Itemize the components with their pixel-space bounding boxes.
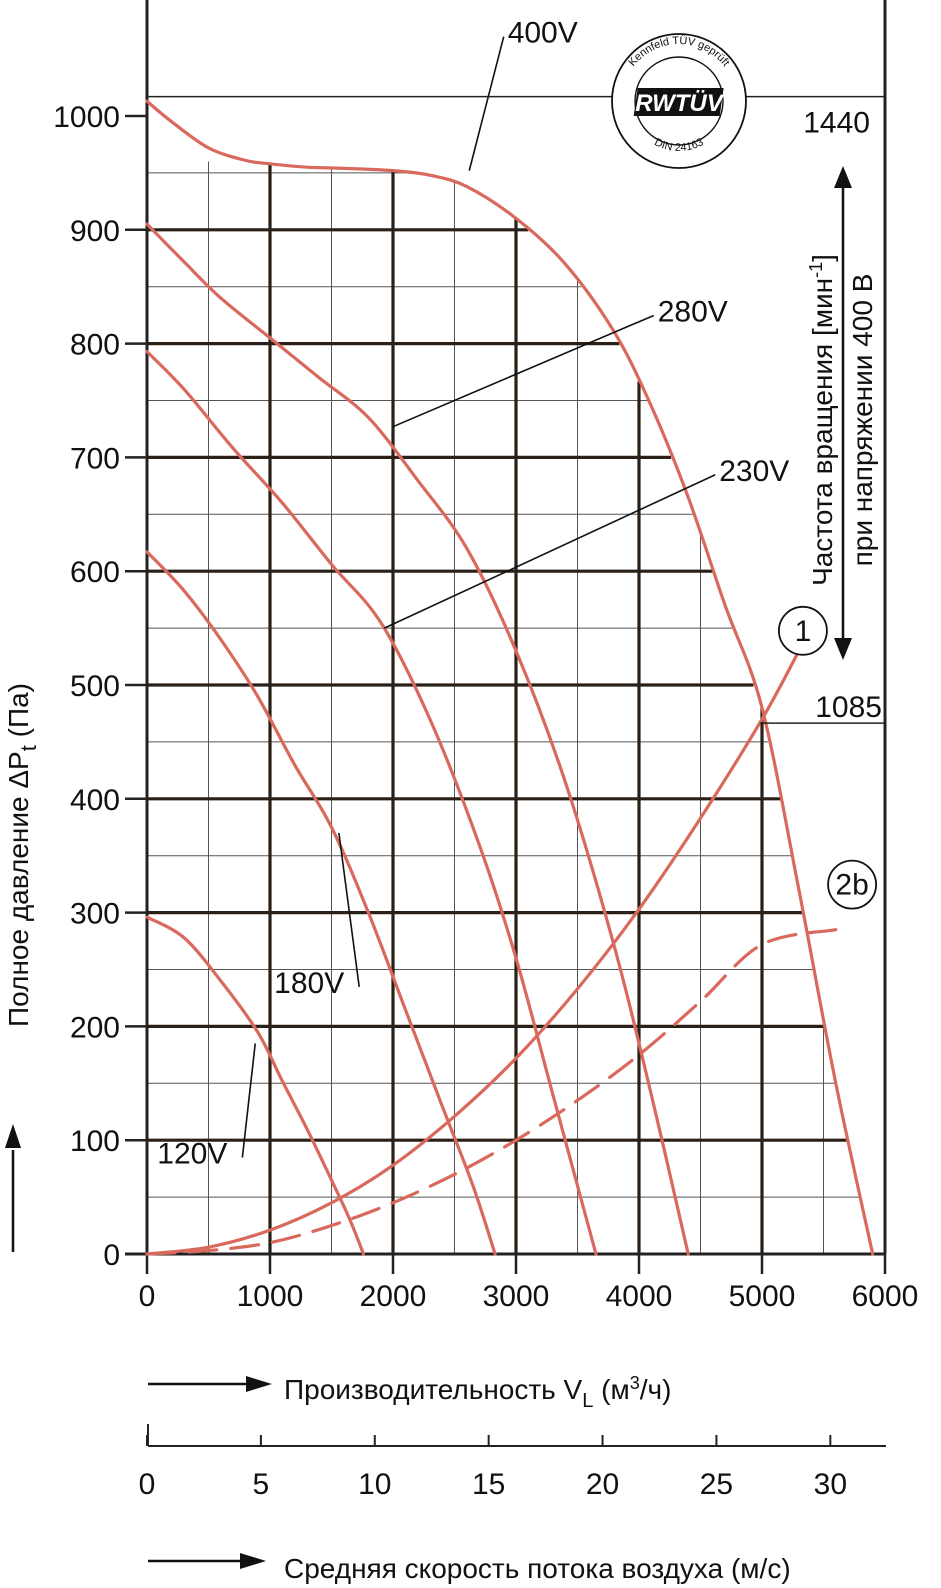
y-axis-title: Полное давление ΔPt (Па)	[3, 683, 41, 1027]
rwtuv-seal-logo: Kennfeld TÜV geprüft DIN 24163 RWTÜV	[611, 33, 747, 169]
leader-line	[241, 1043, 257, 1158]
velocity-axis: 0 5 10 15 20 25 30	[139, 1424, 886, 1501]
circled-label-1: 1	[795, 615, 812, 648]
x-axis-label: Производительность VL (м3/ч)	[284, 1373, 671, 1412]
right-axis-title: Частота вращения [мин-1]	[806, 254, 838, 586]
curve-labels: 400V 280V 230V 180V 120V 1 2b	[157, 17, 878, 1171]
x2-tick-label: 25	[700, 1468, 733, 1501]
leader-line	[338, 832, 360, 987]
arrow-up-icon	[5, 1124, 21, 1148]
performance-curves	[145, 99, 875, 1256]
x2-tick-label: 15	[472, 1468, 505, 1501]
y-tick-label: 1000	[53, 101, 120, 134]
curve-1	[145, 649, 801, 1256]
curve-400V	[145, 99, 875, 1256]
x-axis-title: Производительность VL (м3/ч)	[148, 1373, 671, 1412]
plot-frame	[125, 0, 887, 1256]
curve-label-280V: 280V	[658, 295, 728, 328]
seal-badge: RWTÜV	[635, 90, 725, 117]
curve-280V	[145, 222, 690, 1256]
y-tick-label: 0	[103, 1239, 120, 1272]
x2-tick-label: 5	[253, 1468, 270, 1501]
minor-gridlines	[147, 161, 861, 1254]
leader-line	[392, 314, 655, 428]
curve-230V	[145, 349, 598, 1256]
y-tick-label: 100	[70, 1125, 120, 1158]
y-tick-label: 800	[70, 329, 120, 362]
y-axis-label: Полное давление ΔPt (Па)	[3, 683, 41, 1027]
speed-markers: 1440 1085	[147, 95, 885, 724]
curve-label-120V: 120V	[157, 1138, 227, 1171]
y-axis-arrow	[5, 1124, 21, 1252]
major-gridlines	[147, 163, 849, 1254]
x-tick-label: 0	[139, 1280, 156, 1313]
x2-tick-label: 0	[139, 1468, 156, 1501]
rpm-arrow-up-icon	[834, 166, 852, 188]
leader-line	[468, 36, 505, 171]
x2-axis-title: Средняя скорость потока воздуха (м/с)	[148, 1553, 791, 1584]
x-tick-label: 4000	[606, 1280, 673, 1313]
x-tick-label: 3000	[483, 1280, 550, 1313]
y-tick-label: 300	[70, 898, 120, 931]
x-tick-label: 5000	[729, 1280, 796, 1313]
curve-label-180V: 180V	[274, 967, 344, 1000]
leader-line	[384, 474, 716, 629]
x-tick-label: 1000	[237, 1280, 304, 1313]
y-tick-label: 600	[70, 556, 120, 589]
y-tick-label: 400	[70, 784, 120, 817]
y-tick-label: 200	[70, 1011, 120, 1044]
rpm-bottom-value: 1085	[815, 691, 882, 724]
y-axis-ticks: 0 100 200 300 400 500 600 700 800 900 1000	[53, 101, 147, 1272]
seal-bottom-text: DIN 24163	[653, 136, 706, 154]
y-tick-label: 700	[70, 442, 120, 475]
circled-label-2b: 2b	[835, 869, 868, 902]
curve-2b	[145, 928, 838, 1256]
x-tick-label: 6000	[852, 1280, 919, 1313]
curve-label-400V: 400V	[508, 17, 578, 50]
circled-label-ring	[827, 859, 878, 910]
x2-axis-label: Средняя скорость потока воздуха (м/с)	[284, 1553, 791, 1584]
right-axis-line1: Частота вращения [мин-1]	[806, 254, 838, 586]
x2-tick-label: 10	[358, 1468, 391, 1501]
rpm-top-value: 1440	[803, 107, 870, 140]
curve-label-230V: 230V	[719, 455, 789, 488]
right-axis-title-2: при напряжении 400 В	[847, 274, 878, 567]
circled-label-ring	[778, 605, 828, 656]
x2-tick-label: 30	[814, 1468, 847, 1501]
curve-120V	[145, 915, 366, 1256]
curve-180V	[145, 550, 497, 1256]
x-tick-label: 2000	[360, 1280, 427, 1313]
rpm-arrow-down-icon	[834, 638, 852, 660]
y-tick-label: 500	[70, 670, 120, 703]
y-tick-label: 900	[70, 215, 120, 248]
x-axis-ticks: 0 1000 2000 3000 4000 5000 6000	[139, 1254, 919, 1313]
arrow-right-icon	[246, 1376, 272, 1392]
right-axis-line2: при напряжении 400 В	[847, 274, 878, 567]
arrow-right-icon	[240, 1553, 266, 1569]
x2-tick-label: 20	[586, 1468, 619, 1501]
